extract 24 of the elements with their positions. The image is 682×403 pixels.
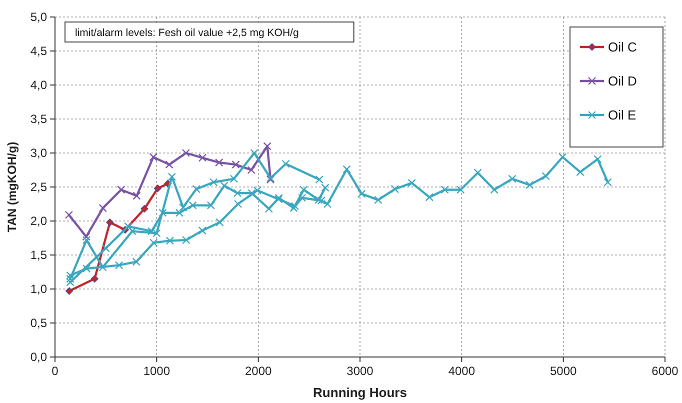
y-tick-label: 5,0 (30, 10, 48, 24)
x-tick-label: 1000 (143, 364, 170, 378)
x-tick-label: 2000 (244, 364, 272, 378)
x-tick-label: 3000 (346, 364, 374, 378)
y-tick-label: 1,5 (30, 248, 48, 262)
y-tick-label: 2,5 (30, 180, 48, 194)
x-tick-label: 0 (52, 364, 59, 378)
y-axis-title: TAN (mgKOH/g) (5, 142, 19, 232)
x-axis-title: Running Hours (313, 385, 407, 400)
x-tick-label: 5000 (550, 364, 578, 378)
x-tick-label: 4000 (448, 364, 476, 378)
y-tick-label: 2,0 (30, 214, 48, 228)
legend-label: Oil D (608, 74, 637, 89)
legend-label: Oil E (608, 108, 636, 123)
y-tick-label: 3,0 (30, 146, 48, 160)
y-tick-label: 0,5 (30, 316, 48, 330)
annotation: limit/alarm levels: Fesh oil value +2,5 mg KOH/g (75, 27, 299, 39)
x-tick-label: 6000 (652, 364, 679, 378)
legend-label: Oil C (608, 40, 637, 55)
y-tick-label: 1,0 (30, 282, 48, 296)
y-tick-label: 0,0 (30, 350, 48, 364)
y-tick-label: 3,5 (30, 112, 48, 126)
y-tick-label: 4,0 (30, 78, 48, 92)
y-tick-label: 4,5 (30, 44, 48, 58)
